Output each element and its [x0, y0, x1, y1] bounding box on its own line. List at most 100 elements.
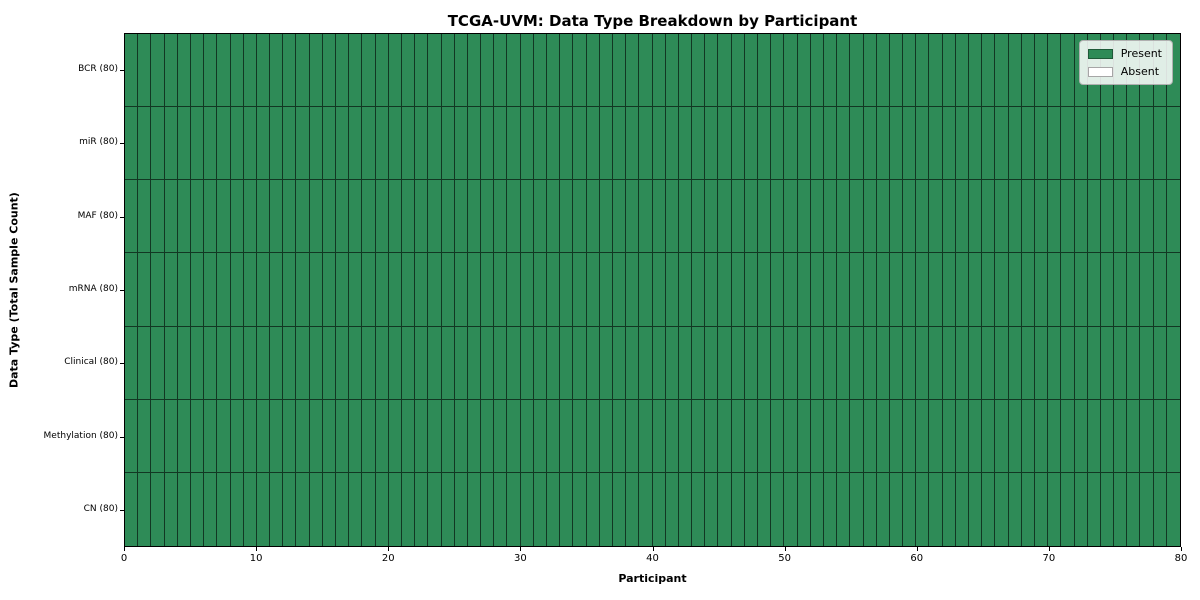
heatmap-cell: [454, 399, 468, 473]
heatmap-cell: [929, 180, 943, 254]
heatmap-cell: [586, 253, 600, 327]
heatmap-cell: [837, 326, 851, 400]
heatmap-cell: [599, 399, 613, 473]
legend-label: Absent: [1120, 65, 1160, 78]
heatmap-cell: [771, 107, 785, 181]
heatmap-cell: [190, 399, 205, 473]
heatmap-cell: [177, 34, 191, 108]
heatmap-cell: [850, 399, 864, 473]
heatmap-cell: [507, 180, 521, 254]
heatmap-cell: [1087, 253, 1101, 327]
y-tick-mark: [120, 69, 124, 71]
heatmap-cell: [190, 180, 205, 254]
heatmap-cell: [125, 472, 139, 546]
heatmap-cell: [138, 34, 152, 108]
heatmap-cell: [692, 107, 706, 181]
heatmap-cell: [705, 472, 719, 546]
heatmap-cell: [586, 472, 600, 546]
heatmap-cell: [494, 180, 508, 254]
heatmap-cell: [969, 253, 983, 327]
heatmap-cell: [283, 399, 297, 473]
heatmap-cell: [1034, 253, 1049, 327]
heatmap-cell: [1074, 399, 1088, 473]
heatmap-cell: [309, 107, 323, 181]
heatmap-cell: [797, 399, 811, 473]
heatmap-cell: [665, 326, 679, 400]
legend-swatch-absent: [1087, 66, 1113, 77]
x-tick-label: 20: [381, 553, 395, 564]
heatmap-cell: [481, 253, 495, 327]
heatmap-cell: [454, 180, 468, 254]
heatmap-cell: [942, 107, 956, 181]
heatmap-cell: [441, 472, 455, 546]
heatmap-cell: [454, 326, 468, 400]
heatmap-cell: [1008, 107, 1022, 181]
heatmap-cell: [718, 253, 732, 327]
heatmap-cell: [1061, 34, 1075, 108]
plot-area: Present Absent: [124, 33, 1181, 547]
heatmap-cell: [349, 399, 363, 473]
heatmap-cell: [823, 326, 838, 400]
heatmap-cell: [903, 399, 917, 473]
heatmap-cell: [533, 34, 547, 108]
x-tick-mark: [1181, 547, 1182, 551]
y-tick-label: MAF (80): [77, 210, 118, 221]
heatmap-cell: [1061, 253, 1075, 327]
heatmap-cell: [283, 253, 297, 327]
heatmap-cell: [309, 180, 323, 254]
legend-item-absent: Absent: [1087, 65, 1162, 78]
heatmap-cell: [718, 399, 732, 473]
heatmap-cell: [665, 253, 679, 327]
heatmap-cell: [428, 34, 442, 108]
heatmap-cell: [1114, 326, 1128, 400]
heatmap-cell: [626, 472, 640, 546]
heatmap-cell: [982, 472, 996, 546]
heatmap-cell: [507, 399, 521, 473]
heatmap-cell: [322, 253, 336, 327]
legend-item-present: Present: [1087, 47, 1162, 60]
heatmap-cell: [547, 472, 561, 546]
x-tick-label: 0: [120, 553, 128, 564]
heatmap-cell: [929, 326, 943, 400]
heatmap-cell: [349, 180, 363, 254]
heatmap-cell: [1048, 34, 1062, 108]
heatmap-cell: [296, 399, 310, 473]
heatmap-cell: [889, 472, 904, 546]
heatmap-cell: [678, 180, 693, 254]
heatmap-cell: [995, 180, 1009, 254]
heatmap-cell: [230, 472, 244, 546]
heatmap-cell: [850, 180, 864, 254]
heatmap-cell: [797, 107, 811, 181]
heatmap-cell: [441, 107, 455, 181]
heatmap-cell: [705, 399, 719, 473]
heatmap-cell: [955, 107, 969, 181]
heatmap-cell: [903, 34, 917, 108]
heatmap-cell: [771, 326, 785, 400]
heatmap-cell: [955, 472, 969, 546]
heatmap-cell: [454, 107, 468, 181]
heatmap-cell: [322, 180, 336, 254]
heatmap-cell: [1048, 472, 1062, 546]
heatmap-cell: [718, 34, 732, 108]
heatmap-cell: [362, 399, 376, 473]
heatmap-cell: [1048, 399, 1062, 473]
heatmap-cell: [995, 253, 1009, 327]
heatmap-cell: [1153, 107, 1167, 181]
heatmap-cell: [837, 253, 851, 327]
heatmap-cell: [1048, 326, 1062, 400]
heatmap-cell: [270, 399, 284, 473]
heatmap-cell: [863, 107, 877, 181]
heatmap-cell: [415, 107, 429, 181]
heatmap-cell: [349, 472, 363, 546]
heatmap-cell: [942, 34, 956, 108]
heatmap-cell: [823, 34, 838, 108]
heatmap-cell: [204, 253, 218, 327]
heatmap-cell: [837, 180, 851, 254]
heatmap-cell: [1008, 180, 1022, 254]
heatmap-cell: [520, 34, 534, 108]
heatmap-cell: [784, 399, 798, 473]
heatmap-cell: [837, 472, 851, 546]
heatmap-cell: [626, 399, 640, 473]
heatmap-cell: [1114, 399, 1128, 473]
heatmap-cell: [1008, 34, 1022, 108]
